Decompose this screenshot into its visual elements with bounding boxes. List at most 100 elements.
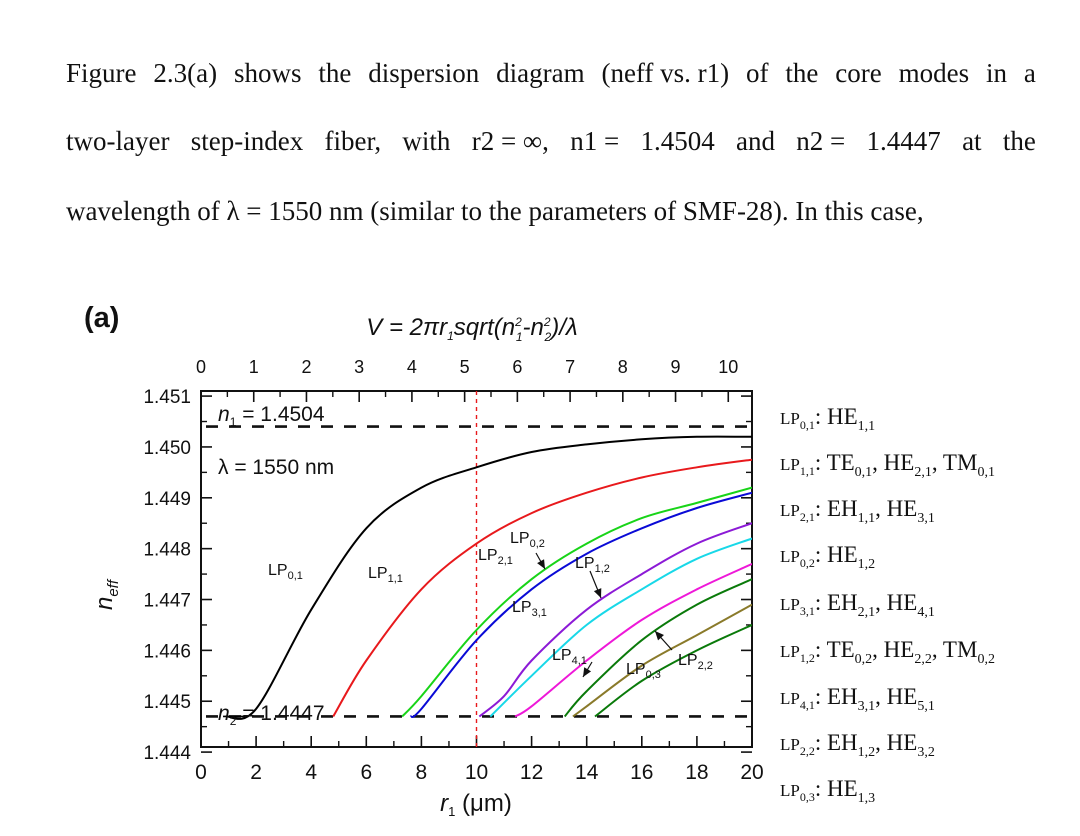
top-tick-label: 10 [718, 357, 738, 377]
y-tick-label: 1.450 [143, 438, 191, 459]
y-tick-label: 1.449 [143, 489, 191, 510]
legend-row: LP0,1: HE1,1 [780, 404, 876, 434]
paragraph-word: dispersion [368, 58, 480, 88]
curve-lp21 [409, 491, 752, 718]
mode-curves [223, 435, 752, 720]
paragraph-word: a [1023, 58, 1036, 88]
top-tick-label: 6 [512, 357, 522, 377]
paragraph-word: (neff vs. r1) [601, 58, 730, 88]
curve-lp22 [563, 578, 752, 718]
curve-label: LP1,1 [368, 565, 403, 585]
paragraph-word: step-index [190, 126, 304, 156]
legend-row: LP0,2: HE1,2 [780, 542, 876, 572]
paragraph-word: 1.4447 [866, 126, 941, 156]
top-axis-title: V = 2πr1sqrt(n2 1-n2 2)/λ [366, 314, 577, 344]
paragraph-word: Figure [66, 58, 137, 88]
paragraph-word: at [962, 126, 982, 156]
x-tick-label: 12 [520, 761, 543, 784]
paragraph-word: diagram [496, 58, 585, 88]
x-axis-title: r1 (μm) [440, 790, 512, 819]
legend-row: LP2,1: EH1,1, HE3,1 [780, 496, 935, 526]
n1-annotation: n1 = 1.4504 [218, 403, 325, 429]
paragraph-word: the [1002, 126, 1036, 156]
paragraph-word: n1 = [570, 126, 620, 156]
legend-row: LP0,3: HE1,3 [780, 776, 876, 806]
curve-lp51 [594, 623, 752, 718]
paragraph-word: 2.3(a) [153, 58, 218, 88]
paragraph-line-3: wavelength of λ = 1550 nm (similar to th… [66, 196, 924, 226]
arrow-head [583, 667, 592, 677]
y-tick-label: 1.444 [143, 743, 191, 764]
paragraph-word: n2 = [796, 126, 846, 156]
top-tick-label: 4 [407, 357, 417, 377]
x-tick-label: 6 [360, 761, 372, 784]
wavelength-annotation: λ = 1550 nm [218, 456, 334, 479]
arrow-head [537, 559, 545, 569]
x-tick-label: 18 [685, 761, 708, 784]
paragraph-word: shows [233, 58, 302, 88]
curve-lp03 [572, 603, 752, 718]
paragraph-word: in [986, 58, 1008, 88]
paragraph-word: and [736, 126, 775, 156]
paragraph-line-1: Figure 2.3(a) shows the dispersion diagram (ne… [66, 60, 1036, 87]
arrow-head [655, 631, 664, 641]
top-tick-label: 7 [565, 357, 575, 377]
x-tick-label: 16 [630, 761, 653, 784]
curve-lp11 [332, 458, 752, 718]
x-tick-label: 2 [250, 761, 262, 784]
paragraph-word: r2 = ∞, [471, 126, 549, 156]
y-tick-label: 1.447 [143, 591, 191, 612]
panel-label: (a) [84, 302, 120, 334]
top-tick-label: 8 [618, 357, 628, 377]
legend-row: LP3,1: EH2,1, HE4,1 [780, 590, 935, 620]
curve-label: LP0,2 [510, 530, 545, 550]
curve-label: LP2,2 [678, 652, 713, 672]
curve-lp02 [401, 486, 752, 718]
top-tick-label: 5 [460, 357, 470, 377]
y-tick-label: 1.445 [143, 692, 191, 713]
paragraph-word: the [785, 58, 819, 88]
curve-lp12 [489, 537, 752, 718]
paragraph-word: core [835, 58, 882, 88]
curve-lp41 [514, 562, 752, 718]
x-tick-label: 8 [416, 761, 428, 784]
x-tick-label: 10 [465, 761, 488, 784]
top-tick-label: 1 [249, 357, 259, 377]
paragraph-word: of [746, 58, 769, 88]
arrow-head [593, 588, 602, 598]
x-tick-label: 4 [305, 761, 317, 784]
annotations: n1 = 1.4504 λ = 1550 nm n2 = 1.4447 [218, 403, 334, 728]
top-tick-label: 3 [354, 357, 364, 377]
curve-label: LP0,3 [626, 661, 661, 681]
top-tick-label: 9 [671, 357, 681, 377]
paragraph-word: two-layer [66, 126, 170, 156]
y-tick-label: 1.451 [143, 387, 191, 408]
legend-row: LP2,2: EH1,2, HE3,2 [780, 730, 935, 760]
curve-lp31 [478, 522, 752, 718]
top-tick-label: 2 [301, 357, 311, 377]
y-tick-label: 1.448 [143, 540, 191, 561]
paragraph-word: with [402, 126, 451, 156]
legend-row: LP1,2: TE0,2, HE2,2, TM0,2 [780, 637, 995, 667]
paragraph-word: the [318, 58, 352, 88]
curve-label: LP4,1 [552, 647, 587, 667]
curve-label: LP0,1 [268, 562, 303, 582]
curve-label: LP1,2 [575, 555, 610, 575]
x-tick-label: 20 [740, 761, 763, 784]
legend-row: LP4,1: EH3,1, HE5,1 [780, 684, 935, 714]
curve-label: LP2,1 [478, 547, 513, 567]
x-tick-label: 0 [195, 761, 207, 784]
legend-row: LP1,1: TE0,1, HE2,1, TM0,1 [780, 450, 995, 480]
curve-lp01 [225, 435, 752, 720]
y-axis-title: neff [91, 578, 122, 610]
paragraph-word: 1.4504 [640, 126, 715, 156]
curve-label: LP3,1 [512, 599, 547, 619]
top-tick-label: 0 [196, 357, 206, 377]
paragraph-word: modes [898, 58, 970, 88]
paragraph-line-2: two-layer step-index fiber, with r2 = ∞, n1 =… [66, 128, 1036, 155]
y-tick-label: 1.446 [143, 641, 191, 662]
x-tick-label: 14 [575, 761, 599, 784]
n2-annotation: n2 = 1.4447 [218, 702, 325, 728]
